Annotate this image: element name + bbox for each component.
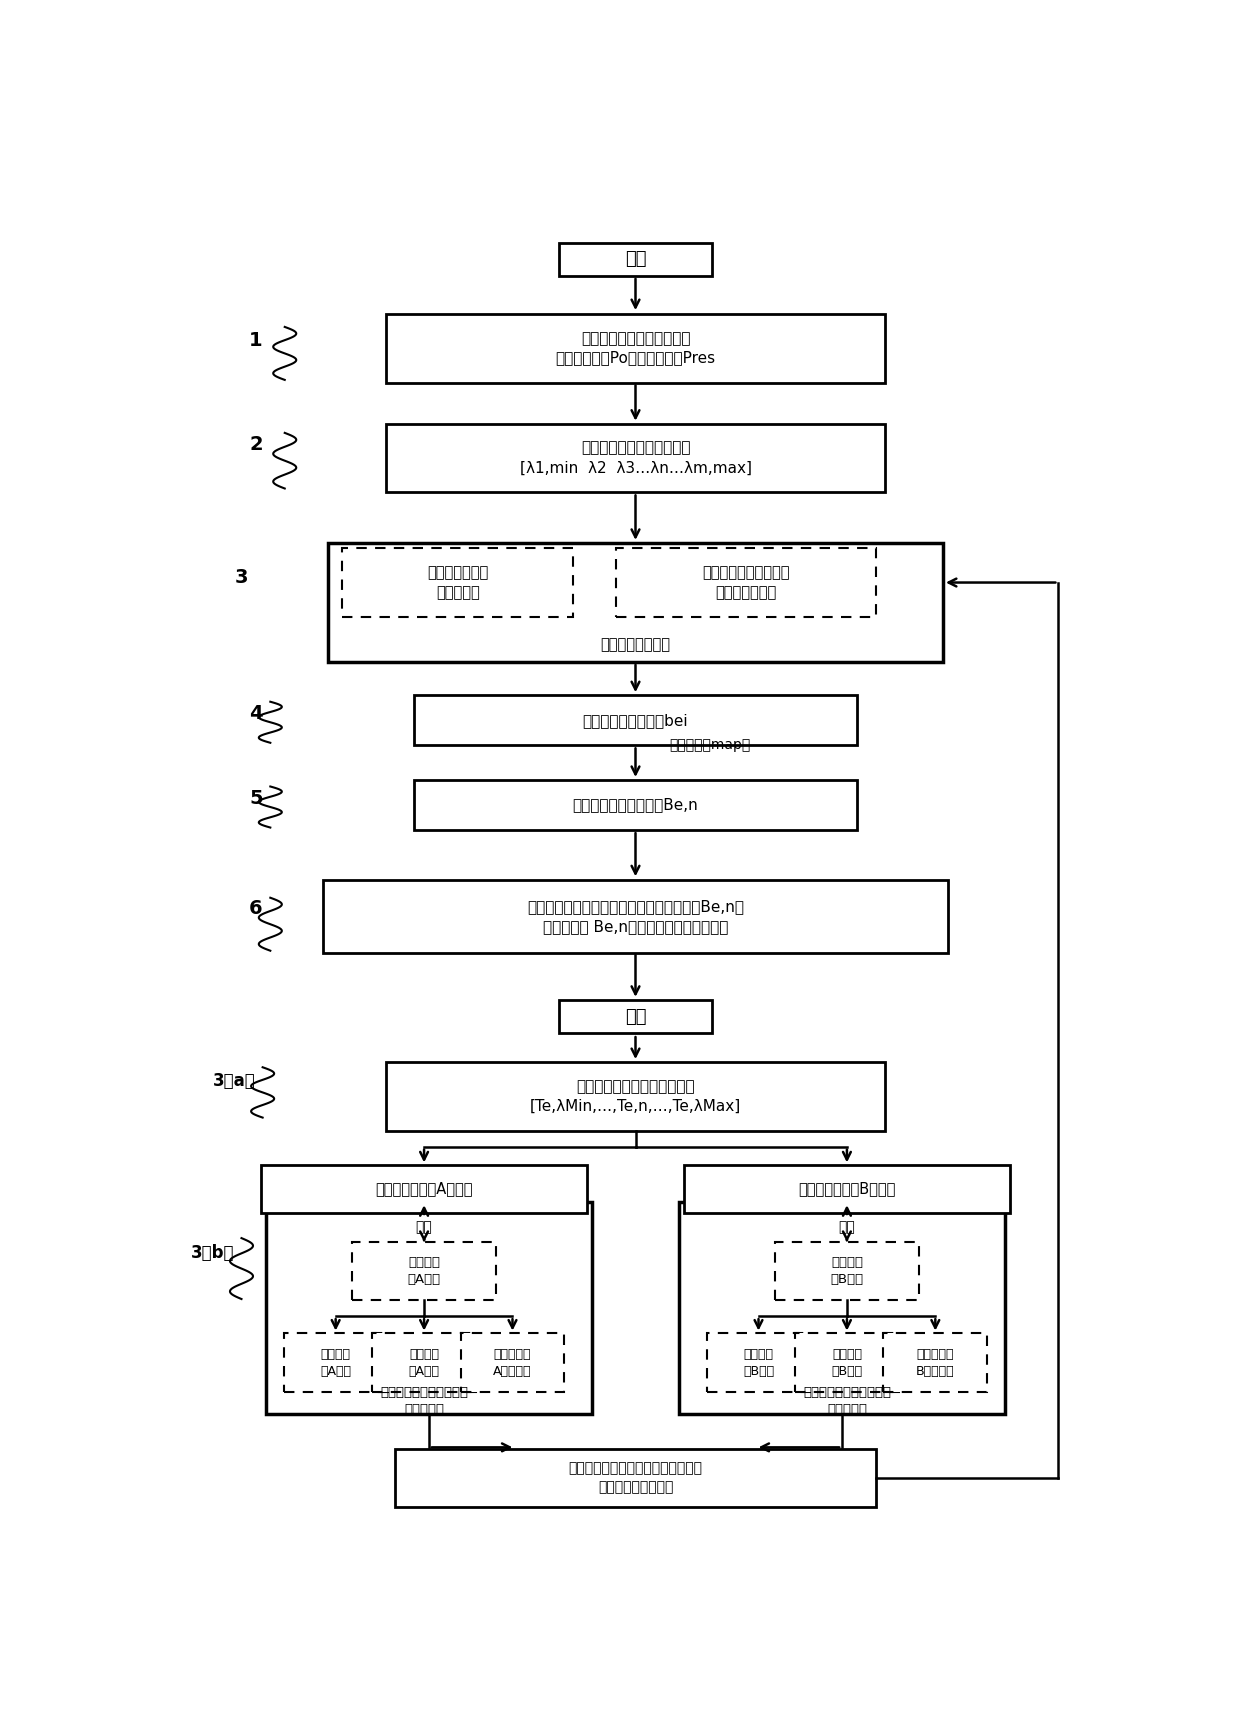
- Text: 得到发动机燃油效率bei: 得到发动机燃油效率bei: [583, 712, 688, 728]
- Text: 液压泵马
达A效率: 液压泵马 达A效率: [408, 1256, 440, 1287]
- Text: 5: 5: [249, 789, 263, 808]
- FancyBboxPatch shape: [414, 779, 857, 831]
- Text: 取液压路径功率差最小所对应的发动
机转矩为发动机工作: 取液压路径功率差最小所对应的发动 机转矩为发动机工作: [568, 1462, 703, 1495]
- Text: 确定发动机转矩范围并离散化
[Te,λMin,…,Te,n,…,Te,λMax]: 确定发动机转矩范围并离散化 [Te,λMin,…,Te,n,…,Te,λMax]: [529, 1078, 742, 1115]
- FancyBboxPatch shape: [386, 423, 885, 492]
- FancyBboxPatch shape: [260, 1164, 588, 1213]
- Text: 液压泵马达
B油液压力: 液压泵马达 B油液压力: [916, 1347, 955, 1378]
- Text: 3（b）: 3（b）: [191, 1244, 234, 1262]
- FancyBboxPatch shape: [558, 1001, 712, 1034]
- Text: 开始: 开始: [625, 251, 646, 268]
- FancyBboxPatch shape: [327, 544, 944, 662]
- FancyBboxPatch shape: [386, 1061, 885, 1130]
- FancyBboxPatch shape: [342, 549, 573, 617]
- FancyBboxPatch shape: [352, 1242, 496, 1300]
- Text: 液压泵马
达B转速: 液压泵马 达B转速: [743, 1347, 774, 1378]
- Text: 根据液压路径功率平衡
计算发动机转矩: 根据液压路径功率平衡 计算发动机转矩: [702, 566, 790, 600]
- Text: 考虑: 考虑: [415, 1221, 433, 1235]
- FancyBboxPatch shape: [795, 1333, 899, 1391]
- FancyBboxPatch shape: [386, 313, 885, 382]
- FancyBboxPatch shape: [396, 1448, 875, 1507]
- Text: 液压泵马达
A油液压力: 液压泵马达 A油液压力: [494, 1347, 532, 1378]
- FancyBboxPatch shape: [678, 1202, 1006, 1414]
- FancyBboxPatch shape: [883, 1333, 987, 1391]
- Text: 插值发动机map表: 插值发动机map表: [670, 738, 750, 752]
- FancyBboxPatch shape: [372, 1333, 476, 1391]
- FancyBboxPatch shape: [414, 695, 857, 745]
- Text: 3（a）: 3（a）: [212, 1072, 255, 1089]
- FancyBboxPatch shape: [558, 243, 712, 275]
- Text: 先假定一个效率初值，进
而迭代修正: 先假定一个效率初值，进 而迭代修正: [381, 1386, 467, 1416]
- Text: 液压泵马
达A排量: 液压泵马 达A排量: [409, 1347, 440, 1378]
- Text: 计算发动机燃油喷射率Be,n: 计算发动机燃油喷射率Be,n: [573, 798, 698, 812]
- Text: 液压泵马
达B效率: 液压泵马 达B效率: [831, 1256, 863, 1287]
- Text: 3: 3: [234, 568, 248, 587]
- Text: 计算液压泵马达A的功率: 计算液压泵马达A的功率: [376, 1182, 472, 1197]
- Text: 针对每一时刻确定动力系统
所输出的功率Po和高压油压力Pres: 针对每一时刻确定动力系统 所输出的功率Po和高压油压力Pres: [556, 330, 715, 366]
- Text: 6: 6: [249, 900, 263, 918]
- FancyBboxPatch shape: [775, 1242, 919, 1300]
- FancyBboxPatch shape: [284, 1333, 388, 1391]
- Text: 先假定一个效率初值，进
而迭代修正: 先假定一个效率初值，进 而迭代修正: [804, 1386, 890, 1416]
- FancyBboxPatch shape: [683, 1164, 1011, 1213]
- Text: 确定发动机工作点: 确定发动机工作点: [600, 638, 671, 652]
- Text: 液压泵马
达A转速: 液压泵马 达A转速: [320, 1347, 351, 1378]
- Text: 计算液压泵马达B的功率: 计算液压泵马达B的功率: [799, 1182, 895, 1197]
- Text: 2: 2: [249, 435, 263, 454]
- FancyBboxPatch shape: [616, 549, 875, 617]
- Text: 1: 1: [249, 330, 263, 349]
- FancyBboxPatch shape: [460, 1333, 564, 1391]
- Text: 4: 4: [249, 703, 263, 722]
- Text: 确定分离因子范围并离散化
[λ1,min  λ2  λ3…λn…λm,max]: 确定分离因子范围并离散化 [λ1,min λ2 λ3…λn…λm,max]: [520, 440, 751, 475]
- FancyBboxPatch shape: [707, 1333, 811, 1391]
- Text: 考虑: 考虑: [838, 1221, 856, 1235]
- Text: 比较不同分离因子对应的发动机燃油喷射率Be,n，
选择最小的 Be,n，对应得到最优分离因子: 比较不同分离因子对应的发动机燃油喷射率Be,n， 选择最小的 Be,n，对应得到…: [527, 900, 744, 934]
- Text: 液压泵马
达B排量: 液压泵马 达B排量: [831, 1347, 863, 1378]
- Text: 结束: 结束: [625, 1008, 646, 1025]
- FancyBboxPatch shape: [265, 1202, 593, 1414]
- FancyBboxPatch shape: [324, 881, 947, 953]
- Text: 根据车速、计算
发动机转速: 根据车速、计算 发动机转速: [427, 566, 489, 600]
